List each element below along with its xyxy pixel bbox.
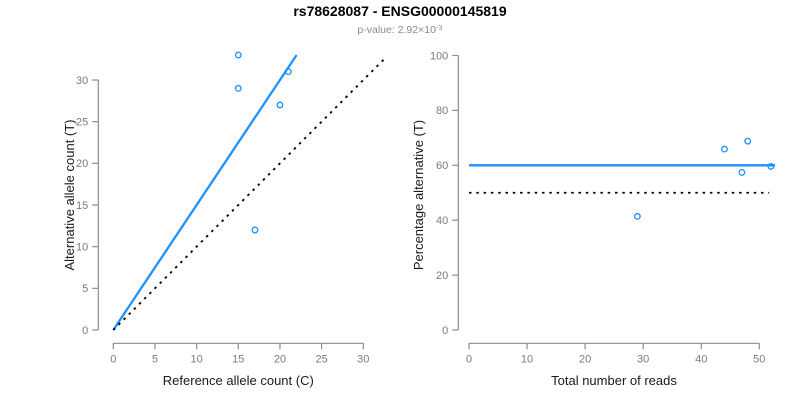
y-tick-label: 20	[436, 270, 448, 282]
x-tick-label: 15	[232, 353, 244, 365]
x-axis-title: Reference allele count (C)	[163, 373, 314, 388]
data-point	[234, 84, 242, 92]
data-point	[744, 137, 752, 145]
data-point	[738, 168, 746, 176]
identity-line	[112, 58, 385, 331]
data-point	[234, 51, 242, 59]
x-tick-label: 25	[316, 353, 328, 365]
y-tick-label: 100	[430, 50, 448, 62]
x-tick-label: 20	[274, 353, 286, 365]
y-tick-label: 80	[436, 105, 448, 117]
y-tick-label: 30	[76, 75, 88, 87]
x-tick-label: 0	[466, 353, 472, 365]
y-axis-title: Alternative allele count (T)	[62, 119, 77, 270]
x-tick-label: 30	[357, 353, 369, 365]
y-tick-label: 25	[76, 116, 88, 128]
y-tick-label: 10	[76, 241, 88, 253]
x-tick-label: 50	[753, 353, 765, 365]
data-point	[276, 101, 284, 109]
y-tick-label: 0	[442, 325, 448, 337]
data-point	[251, 226, 259, 234]
x-tick-label: 30	[637, 353, 649, 365]
p-value-exponent: -3	[435, 23, 443, 32]
x-tick-label: 5	[152, 353, 158, 365]
x-axis-title: Total number of reads	[551, 373, 677, 388]
y-axis-title: Percentage alternative (T)	[411, 120, 426, 270]
x-tick-label: 20	[579, 353, 591, 365]
y-tick-label: 20	[76, 158, 88, 170]
data-point	[633, 212, 641, 220]
x-tick-label: 10	[521, 353, 533, 365]
fit-line	[112, 54, 298, 331]
y-tick-label: 0	[82, 325, 88, 337]
x-tick-label: 0	[110, 353, 116, 365]
data-point	[767, 162, 775, 170]
y-tick-label: 5	[82, 283, 88, 295]
figure-title: rs78628087 - ENSG00000145819	[293, 3, 507, 19]
x-tick-label: 10	[191, 353, 203, 365]
y-tick-label: 15	[76, 200, 88, 212]
y-tick-label: 60	[436, 160, 448, 172]
x-tick-label: 40	[695, 353, 707, 365]
data-point	[721, 145, 728, 153]
data-point	[284, 68, 292, 76]
y-tick-label: 40	[436, 215, 448, 227]
p-value-text: p-value: 2.92×10	[357, 24, 436, 36]
figure-subtitle: p-value: 2.92×10-3	[0, 23, 800, 36]
